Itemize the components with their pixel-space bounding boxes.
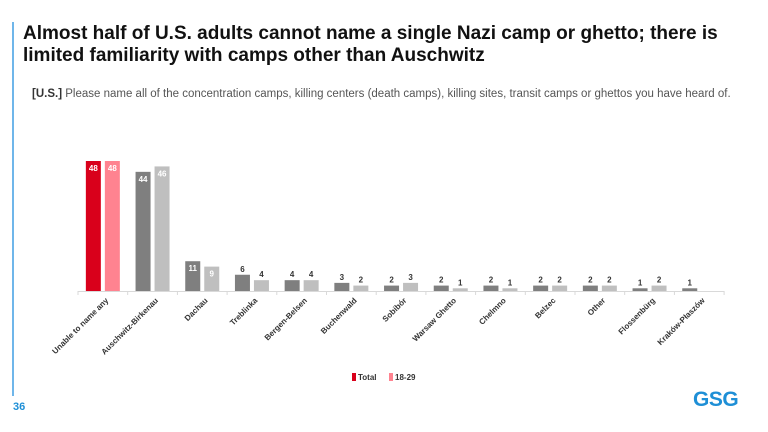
bar-total xyxy=(185,261,201,291)
data-label: 9 xyxy=(210,270,215,279)
x-tick-label: Belzec xyxy=(533,296,558,321)
x-tick-label: Kraków-Płaszów xyxy=(656,296,708,348)
data-label: 2 xyxy=(588,276,593,285)
data-label: 4 xyxy=(309,270,314,279)
data-label: 2 xyxy=(538,276,543,285)
bar-18-29 xyxy=(552,285,568,291)
bar-18-29 xyxy=(154,166,170,291)
x-tick-label: Flossenbürg xyxy=(617,296,657,336)
data-label: 2 xyxy=(359,276,364,285)
subtitle-prefix: [U.S.] xyxy=(32,88,63,100)
x-tick-label: Bergen-Belsen xyxy=(263,296,309,342)
bar-18-29 xyxy=(502,288,518,291)
x-tick-label: Dachau xyxy=(183,296,210,323)
bar-18-29 xyxy=(104,161,120,291)
bar-total xyxy=(582,285,598,291)
data-label: 11 xyxy=(189,264,198,273)
bar-18-29 xyxy=(452,288,468,291)
page-number: 36 xyxy=(13,401,26,413)
data-label: 4 xyxy=(290,270,295,279)
subtitle-text: Please name all of the concentration cam… xyxy=(65,88,731,100)
bar-total xyxy=(682,288,698,291)
bar-18-29 xyxy=(601,285,617,291)
bar-total xyxy=(135,171,151,291)
data-label: 3 xyxy=(408,273,413,282)
bar-18-29 xyxy=(204,266,220,291)
bar-18-29 xyxy=(403,282,419,291)
accent-line xyxy=(12,22,14,396)
data-label: 46 xyxy=(158,169,167,178)
bar-18-29 xyxy=(651,285,667,291)
data-label: 1 xyxy=(688,278,693,287)
data-label: 3 xyxy=(340,273,345,282)
legend-label: 18-29 xyxy=(395,373,416,382)
bar-total xyxy=(483,285,499,291)
bar-18-29 xyxy=(303,280,319,291)
data-label: 1 xyxy=(638,278,643,287)
data-label: 2 xyxy=(389,276,394,285)
bar-total xyxy=(284,280,300,291)
data-label: 2 xyxy=(657,276,662,285)
bar-total xyxy=(234,274,250,291)
bar-18-29 xyxy=(253,280,269,291)
gsg-logo: GSG xyxy=(693,388,739,411)
x-tick-label: Buchenwald xyxy=(319,296,359,336)
data-label: 48 xyxy=(108,164,117,173)
bar-total xyxy=(433,285,449,291)
x-tick-label: Auschwitz-Birkenau xyxy=(100,296,161,357)
bar-18-29 xyxy=(353,285,369,291)
data-label: 2 xyxy=(557,276,562,285)
chart-title: Almost half of U.S. adults cannot name a… xyxy=(23,23,718,66)
legend-label: Total xyxy=(358,373,377,382)
data-label: 2 xyxy=(489,276,494,285)
data-label: 1 xyxy=(458,278,463,287)
x-tick-label: Treblinka xyxy=(228,296,260,328)
bar-total xyxy=(85,161,101,291)
data-label: 4 xyxy=(259,270,264,279)
data-label: 48 xyxy=(89,164,98,173)
data-label: 2 xyxy=(607,276,612,285)
legend-swatch xyxy=(389,373,393,381)
x-tick-label: Sobibór xyxy=(381,296,409,324)
data-label: 44 xyxy=(139,175,148,184)
legend-swatch xyxy=(352,373,356,381)
bar-total xyxy=(632,288,648,291)
x-tick-label: Warsaw Ghetto xyxy=(411,296,458,343)
data-label: 1 xyxy=(508,278,513,287)
bar-total xyxy=(334,282,350,291)
bar-total xyxy=(533,285,549,291)
data-label: 2 xyxy=(439,276,444,285)
chart-subtitle: [U.S.] Please name all of the concentrat… xyxy=(32,87,752,102)
data-label: 6 xyxy=(240,265,245,274)
x-tick-label: Other xyxy=(586,296,607,317)
x-tick-label: Chelmno xyxy=(477,296,508,327)
bar-total xyxy=(384,285,400,291)
